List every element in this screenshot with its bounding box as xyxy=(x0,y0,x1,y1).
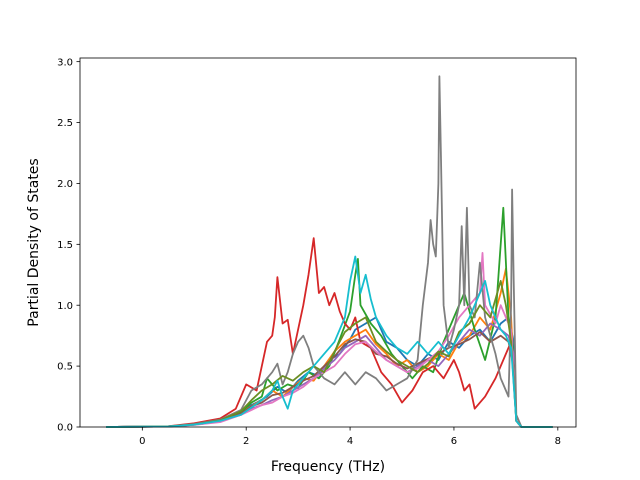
y-tick-label: 2.0 xyxy=(57,179,73,190)
series-lines xyxy=(105,75,553,428)
x-tick-label: 2 xyxy=(243,436,249,447)
x-tick-label: 6 xyxy=(451,436,457,447)
y-tick-label: 1.5 xyxy=(57,240,73,251)
series-line-10 xyxy=(105,255,553,428)
y-axis-label: Partial Density of States xyxy=(26,158,42,326)
series-line-4 xyxy=(105,237,553,428)
series-line-8 xyxy=(105,75,553,428)
y-tick-label: 3.0 xyxy=(57,57,73,68)
series-line-5 xyxy=(105,322,553,428)
plot-frame xyxy=(79,57,577,428)
x-axis-ticks: 0 2 4 6 8 xyxy=(139,427,561,447)
x-tick-label: 0 xyxy=(139,436,145,447)
x-tick-label: 8 xyxy=(555,436,561,447)
series-line-6 xyxy=(105,331,553,428)
y-tick-label: 0.5 xyxy=(57,362,73,373)
x-tick-label: 4 xyxy=(347,436,353,447)
series-line-7 xyxy=(105,251,553,428)
y-tick-label: 1.0 xyxy=(57,301,73,312)
series-line-9 xyxy=(105,279,553,428)
y-tick-label: 2.5 xyxy=(57,118,73,129)
x-axis-label: Frequency (THz) xyxy=(271,459,385,475)
series-line-1 xyxy=(105,316,553,428)
y-axis-ticks: 0.0 0.5 1.0 1.5 2.0 2.5 3.0 xyxy=(57,57,80,434)
y-tick-label: 0.0 xyxy=(57,423,73,434)
